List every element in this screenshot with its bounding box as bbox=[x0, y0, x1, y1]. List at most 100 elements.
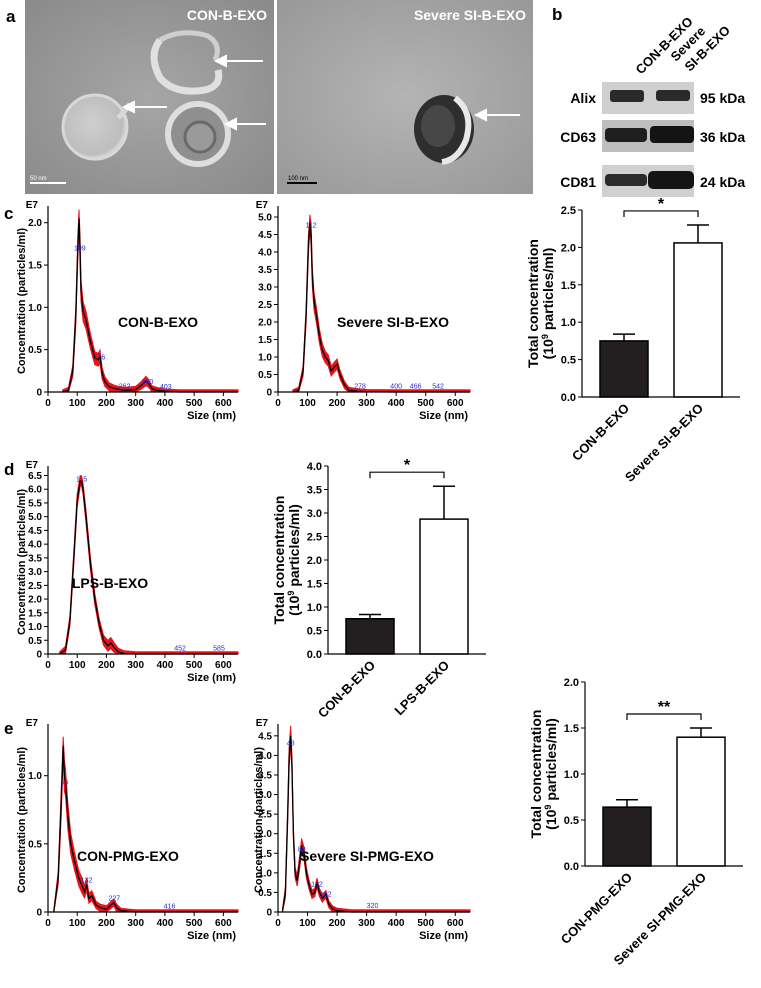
significance-bracket bbox=[623, 210, 699, 217]
y-tick-label: 2.0 bbox=[258, 318, 272, 329]
significance-bracket bbox=[626, 713, 702, 720]
x-category-label: LPS-B-EXO bbox=[391, 658, 452, 719]
y-axis-label: Concentration (particles/ml) bbox=[16, 228, 28, 374]
x-axis-label: Size (nm) bbox=[187, 930, 236, 942]
significance-marker: * bbox=[404, 457, 411, 474]
x-tick-label: 500 bbox=[186, 918, 203, 929]
y-tick-label: 5.0 bbox=[28, 512, 42, 523]
sample-annotation: CON-PMG-EXO bbox=[77, 848, 179, 864]
panel-a: a 50 nm CON-B-EXO bbox=[6, 0, 533, 194]
x-tick-label: 200 bbox=[98, 660, 115, 671]
sample-annotation: CON-B-EXO bbox=[118, 314, 198, 330]
peak-label: 466 bbox=[410, 384, 422, 391]
y-tick-label: 4.0 bbox=[258, 751, 272, 762]
band-alix-2 bbox=[656, 90, 690, 101]
x-tick-label: 400 bbox=[157, 398, 174, 409]
x-tick-label: 200 bbox=[98, 398, 115, 409]
y-tick-label: 2.5 bbox=[28, 581, 42, 592]
blot-cd63-protein: CD63 bbox=[560, 129, 596, 145]
y-tick-label: 0.0 bbox=[564, 861, 579, 873]
x-tick-label: 600 bbox=[447, 918, 464, 929]
y-tick-label: 0 bbox=[36, 388, 42, 399]
peak-label: 162 bbox=[320, 891, 332, 898]
blot-cd81: CD81 24 kDa bbox=[560, 165, 745, 197]
panel-letter-d: d bbox=[4, 460, 14, 479]
series-line bbox=[62, 218, 238, 393]
peak-label: 452 bbox=[174, 646, 186, 653]
blot-alix-protein: Alix bbox=[570, 90, 596, 106]
bar-2 bbox=[419, 518, 469, 655]
x-tick-label: 300 bbox=[127, 918, 144, 929]
x-tick-label: 600 bbox=[215, 918, 232, 929]
blot-cd63-size: 36 kDa bbox=[700, 129, 745, 145]
vesicle-severe-rim bbox=[441, 95, 472, 165]
y-tick-label: 2.5 bbox=[258, 810, 272, 821]
y-tick-label: 3.5 bbox=[28, 553, 42, 564]
x-category-label: Severe SI-B-EXO bbox=[622, 401, 706, 485]
panel-b: b CON-B-EXO Severe SI-B-EXO Alix 95 kDa … bbox=[552, 5, 745, 197]
chart-d-left: E7 0 100 200 300 400 500 600 0 0.5 1.0 1.5 2.0 2.5 3.0… bbox=[16, 460, 239, 684]
y-axis-label-part: (10 bbox=[540, 339, 556, 359]
y-tick-label: 4.0 bbox=[307, 461, 322, 473]
chart-d-bar: CON-B-EXO LPS-B-EXO * 0.0 0.5 1.0 1.5 2.0 2.5 3.0… bbox=[271, 457, 486, 721]
x-category-label: CON-B-EXO bbox=[569, 401, 632, 464]
y-tick-label: 3.5 bbox=[258, 265, 272, 276]
exponent-label: E7 bbox=[26, 200, 39, 211]
significance-marker: * bbox=[658, 196, 665, 213]
peak-label: 115 bbox=[76, 477, 87, 484]
y-tick-label: 0.5 bbox=[258, 888, 272, 899]
y-tick-label: 1.0 bbox=[28, 303, 42, 314]
panel-letter-c: c bbox=[4, 204, 13, 223]
tem-image-con: 50 nm CON-B-EXO bbox=[25, 0, 274, 194]
y-tick-label: 1.5 bbox=[561, 280, 576, 292]
y-tick-label: 0.0 bbox=[307, 649, 322, 661]
y-tick-label: 0 bbox=[36, 650, 42, 661]
blot-alix-size: 95 kDa bbox=[700, 90, 745, 106]
chart-c-left: E7 0 100 200 300 400 500 600 0 0.5 1.0 1.5 2.0 Size (… bbox=[16, 200, 239, 422]
y-tick-label: 3.0 bbox=[28, 567, 42, 578]
y-tick-label: 4.5 bbox=[258, 731, 272, 742]
y-tick-label: 2.0 bbox=[561, 242, 576, 254]
band-alix-1 bbox=[610, 90, 644, 102]
y-tick-label: 4.0 bbox=[28, 540, 42, 551]
sample-annotation: LPS-B-EXO bbox=[72, 575, 148, 591]
x-tick-label: 0 bbox=[45, 660, 51, 671]
band-cd63-2 bbox=[650, 126, 694, 143]
y-tick-label: 1.0 bbox=[561, 317, 576, 329]
y-tick-label: 1.0 bbox=[258, 868, 272, 879]
y-tick-label: 1.0 bbox=[258, 353, 272, 364]
series-spread-band bbox=[59, 474, 239, 655]
y-tick-label: 4.0 bbox=[258, 248, 272, 259]
peak-label: 80 bbox=[298, 846, 306, 853]
y-tick-label: 1.5 bbox=[28, 608, 42, 619]
vesicle-2-core bbox=[183, 120, 217, 154]
y-tick-label: 5.5 bbox=[28, 498, 42, 509]
scalebar-con-label: 50 nm bbox=[30, 176, 47, 182]
y-tick-label: 1.5 bbox=[258, 335, 272, 346]
series-line bbox=[53, 745, 238, 913]
y-tick-label: 2.5 bbox=[258, 300, 272, 311]
arrowhead-3 bbox=[223, 117, 237, 131]
y-axis-label-exponent: 9 bbox=[286, 591, 296, 596]
exponent-label: E7 bbox=[26, 718, 39, 729]
y-tick-label: 1.0 bbox=[564, 769, 579, 781]
x-tick-label: 200 bbox=[98, 918, 115, 929]
y-tick-label: 0.5 bbox=[564, 815, 579, 827]
blot-lane-labels: CON-B-EXO Severe SI-B-EXO bbox=[633, 14, 733, 77]
series-line bbox=[292, 222, 470, 393]
y-axis-label: Concentration (particles/ml) bbox=[16, 489, 28, 635]
blot-cd81-size: 24 kDa bbox=[700, 174, 745, 190]
y-axis-label-line2: (109 particles/ml) bbox=[540, 248, 556, 360]
x-axis-label: Size (nm) bbox=[187, 672, 236, 684]
y-axis-label-part: (10 bbox=[286, 595, 302, 615]
tem-arrows-severe bbox=[473, 108, 520, 122]
bar-2 bbox=[676, 736, 726, 867]
series-line bbox=[281, 735, 470, 913]
y-tick-label: 2.0 bbox=[28, 218, 42, 229]
y-tick-label: 0.5 bbox=[28, 345, 42, 356]
y-tick-label: 3.5 bbox=[307, 485, 322, 497]
y-tick-label: 6.0 bbox=[28, 485, 42, 496]
y-tick-label: 2.5 bbox=[307, 532, 322, 544]
